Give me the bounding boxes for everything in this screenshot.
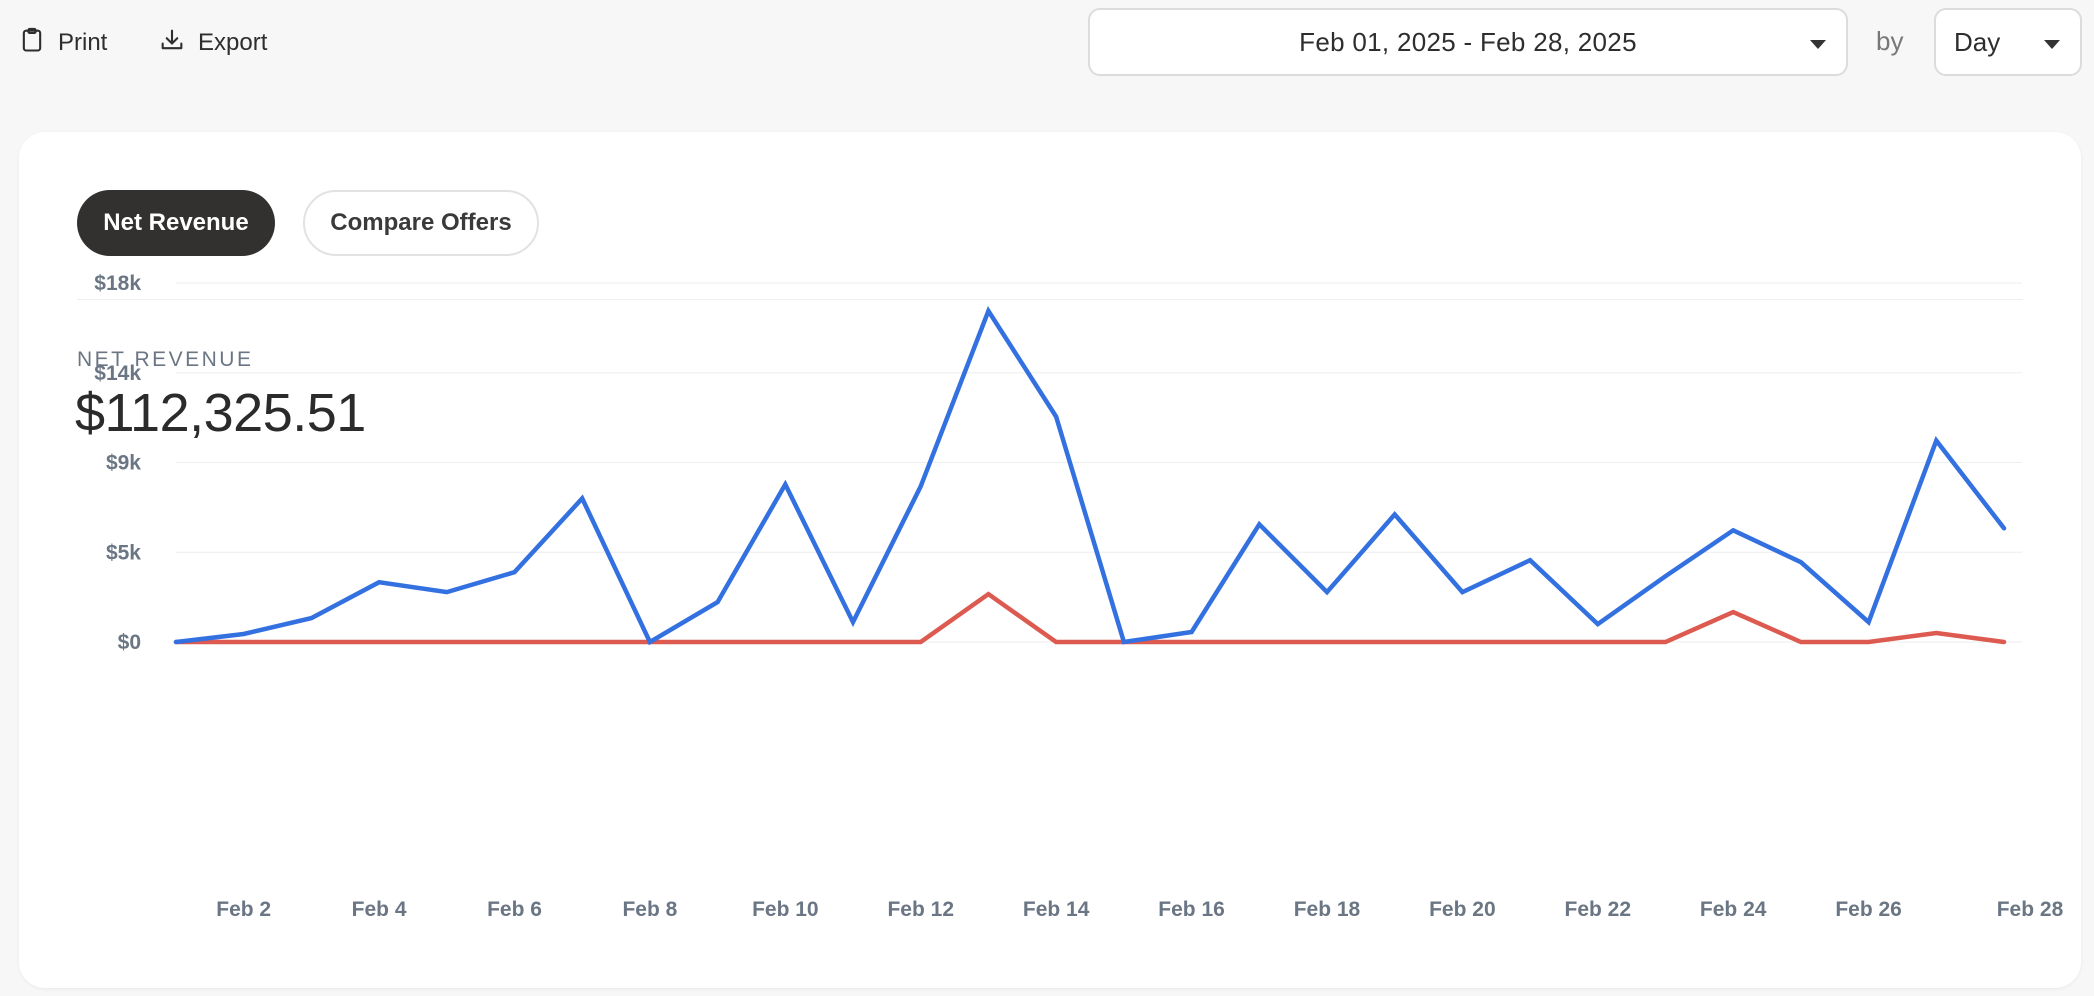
divider	[77, 299, 2023, 300]
print-button[interactable]: Print	[18, 22, 107, 64]
x-tick-label: Feb 28	[1997, 898, 2064, 921]
chevron-down-icon	[1810, 40, 1826, 49]
x-tick-label: Feb 26	[1835, 898, 1902, 921]
x-tick-label: Feb 10	[752, 898, 819, 921]
x-tick-label: Feb 22	[1565, 898, 1632, 921]
x-tick-label: Feb 14	[1023, 898, 1090, 921]
x-tick-label: Feb 24	[1700, 898, 1767, 921]
x-tick-label: Feb 4	[352, 898, 407, 921]
series-line	[173, 591, 2007, 645]
clipboard-icon	[18, 26, 46, 61]
granularity-value: Day	[1954, 26, 2001, 57]
x-tick-label: Feb 2	[216, 898, 271, 921]
print-label: Print	[58, 29, 108, 56]
granularity-select[interactable]: Day	[1934, 8, 2082, 76]
toolbar: Print Export Feb 01, 2025 - Feb 28, 2025…	[0, 0, 2094, 84]
export-label: Export	[198, 29, 268, 56]
x-tick-label: Feb 12	[887, 898, 954, 921]
export-button[interactable]: Export	[158, 22, 267, 64]
date-range-select[interactable]: Feb 01, 2025 - Feb 28, 2025	[1088, 8, 1848, 76]
chevron-down-icon	[2044, 40, 2060, 49]
x-tick-label: Feb 20	[1429, 898, 1496, 921]
x-tick-label: Feb 16	[1158, 898, 1225, 921]
date-range-value: Feb 01, 2025 - Feb 28, 2025	[1299, 26, 1637, 57]
x-tick-label: Feb 8	[622, 898, 677, 921]
y-tick-label: $0	[118, 631, 141, 654]
y-tick-label: $18k	[94, 272, 141, 295]
series-line	[173, 305, 2007, 646]
metric-label: NET REVENUE	[77, 348, 254, 371]
x-tick-label: Feb 18	[1294, 898, 1361, 921]
revenue-line-chart: $0 $5k $9k $14k $18k Feb 2 Feb 4 Feb 6 Feb 8 Feb …	[94, 272, 2064, 921]
download-icon	[158, 26, 186, 61]
tab-compare-offers[interactable]: Compare Offers	[303, 190, 539, 256]
by-label: by	[1876, 26, 1904, 56]
y-tick-label: $5k	[106, 541, 141, 564]
tab-net-revenue[interactable]: Net Revenue	[77, 190, 275, 256]
y-tick-label: $14k	[94, 362, 141, 385]
x-tick-label: Feb 6	[487, 898, 542, 921]
y-tick-label: $9k	[106, 452, 141, 475]
revenue-card: Net Revenue Compare Offers NET REVENUE $…	[19, 132, 2081, 988]
metric-value: $112,325.51	[75, 383, 366, 443]
